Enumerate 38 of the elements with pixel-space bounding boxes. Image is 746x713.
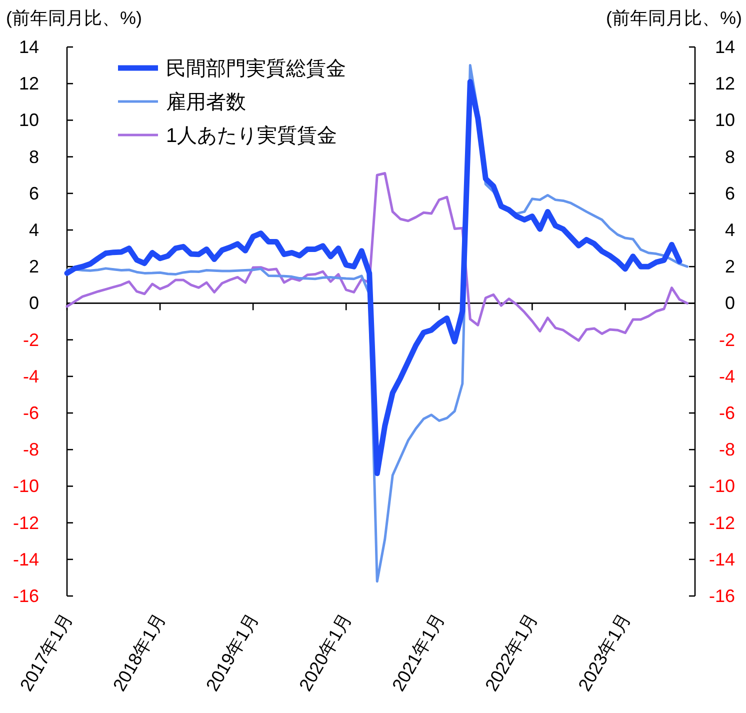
y2-tick-label: 0 <box>724 293 735 314</box>
y-tick-label: 2 <box>28 256 39 277</box>
y-tick-label: 12 <box>18 74 39 94</box>
y-axis-title: (前年同月比、%) <box>6 8 142 28</box>
y2-tick-label: -6 <box>718 403 735 423</box>
y2-tick-label: 8 <box>724 146 735 167</box>
y-tick-label: -4 <box>22 366 39 386</box>
y-tick-label: -14 <box>12 549 39 570</box>
y2-axis-title: (前年同月比、%) <box>606 8 742 28</box>
y2-tick-label: 12 <box>714 74 735 94</box>
y-tick-label: -12 <box>12 512 39 533</box>
y-tick-label: 10 <box>18 110 39 130</box>
y2-tick-label: -4 <box>718 366 735 386</box>
y2-tick-label: -14 <box>708 549 735 570</box>
y2-tick-label: 14 <box>714 37 735 57</box>
y2-tick-label: 2 <box>724 256 735 277</box>
y-tick-label: -16 <box>12 586 39 606</box>
y-tick-label: -10 <box>12 476 39 496</box>
y2-tick-label: -2 <box>718 330 735 350</box>
y-tick-label: 4 <box>28 220 39 240</box>
y-tick-label: -8 <box>22 440 39 460</box>
y-tick-label: 8 <box>28 146 39 167</box>
legend-label: 民間部門実質総賃金 <box>166 57 346 80</box>
y2-tick-label: -10 <box>708 476 735 496</box>
y2-tick-label: 4 <box>724 220 735 240</box>
legend-label: 1人あたり実質賃金 <box>166 124 338 147</box>
y-tick-label: 14 <box>18 37 39 57</box>
y2-tick-label: 6 <box>724 183 735 204</box>
y2-tick-label: -16 <box>708 586 735 606</box>
y-tick-label: 6 <box>28 183 39 204</box>
y-tick-label: 0 <box>28 293 39 314</box>
y2-tick-label: -12 <box>708 512 735 533</box>
y-tick-label: -2 <box>22 330 39 350</box>
y-tick-label: -6 <box>22 403 39 423</box>
y2-tick-label: -8 <box>718 440 735 460</box>
line-series <box>66 172 688 342</box>
y2-tick-label: 10 <box>714 110 735 130</box>
legend-label: 雇用者数 <box>166 92 246 114</box>
